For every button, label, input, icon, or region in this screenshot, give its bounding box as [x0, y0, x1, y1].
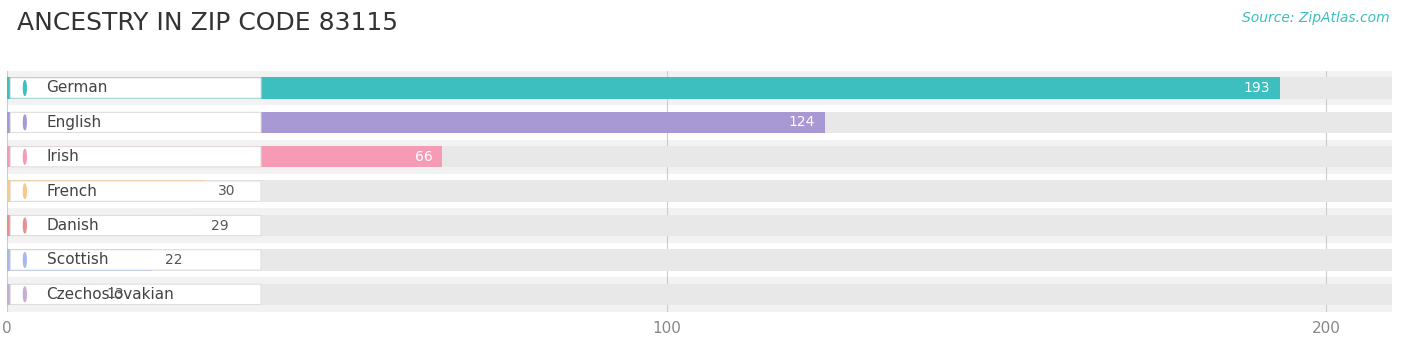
Text: Danish: Danish: [46, 218, 100, 233]
Text: 66: 66: [415, 150, 433, 164]
FancyBboxPatch shape: [10, 250, 262, 270]
Circle shape: [24, 253, 27, 267]
Bar: [7, 215, 1392, 236]
Circle shape: [24, 184, 27, 198]
Text: ANCESTRY IN ZIP CODE 83115: ANCESTRY IN ZIP CODE 83115: [17, 11, 398, 35]
Bar: [7, 77, 1279, 99]
Text: Source: ZipAtlas.com: Source: ZipAtlas.com: [1241, 11, 1389, 25]
Text: French: French: [46, 184, 97, 199]
Text: Czechoslovakian: Czechoslovakian: [46, 287, 174, 302]
FancyBboxPatch shape: [10, 78, 262, 98]
Text: 193: 193: [1243, 81, 1270, 95]
Bar: [7, 112, 1392, 133]
Bar: [7, 77, 1392, 99]
Text: 29: 29: [211, 218, 229, 233]
Text: Irish: Irish: [46, 149, 79, 164]
Bar: [7, 71, 1392, 105]
Text: English: English: [46, 115, 101, 130]
Bar: [7, 277, 1392, 312]
Text: 22: 22: [166, 253, 183, 267]
Text: Scottish: Scottish: [46, 252, 108, 267]
Circle shape: [24, 149, 27, 164]
Bar: [7, 181, 1392, 202]
Bar: [7, 215, 198, 236]
Bar: [7, 243, 1392, 277]
Circle shape: [24, 287, 27, 302]
Bar: [7, 284, 1392, 305]
Bar: [7, 139, 1392, 174]
FancyBboxPatch shape: [10, 181, 262, 201]
Bar: [7, 146, 1392, 167]
Bar: [7, 284, 93, 305]
Text: 124: 124: [789, 115, 815, 129]
FancyBboxPatch shape: [10, 147, 262, 167]
Circle shape: [24, 218, 27, 233]
Bar: [7, 209, 1392, 243]
Bar: [7, 112, 825, 133]
Bar: [7, 174, 1392, 209]
Bar: [7, 249, 152, 270]
Text: German: German: [46, 80, 108, 96]
Bar: [7, 105, 1392, 139]
Text: 30: 30: [218, 184, 236, 198]
Circle shape: [24, 81, 27, 95]
Bar: [7, 249, 1392, 270]
FancyBboxPatch shape: [10, 215, 262, 236]
Bar: [7, 146, 443, 167]
Text: 13: 13: [105, 287, 124, 301]
FancyBboxPatch shape: [10, 284, 262, 304]
FancyBboxPatch shape: [10, 112, 262, 132]
Circle shape: [24, 115, 27, 130]
Bar: [7, 181, 205, 202]
